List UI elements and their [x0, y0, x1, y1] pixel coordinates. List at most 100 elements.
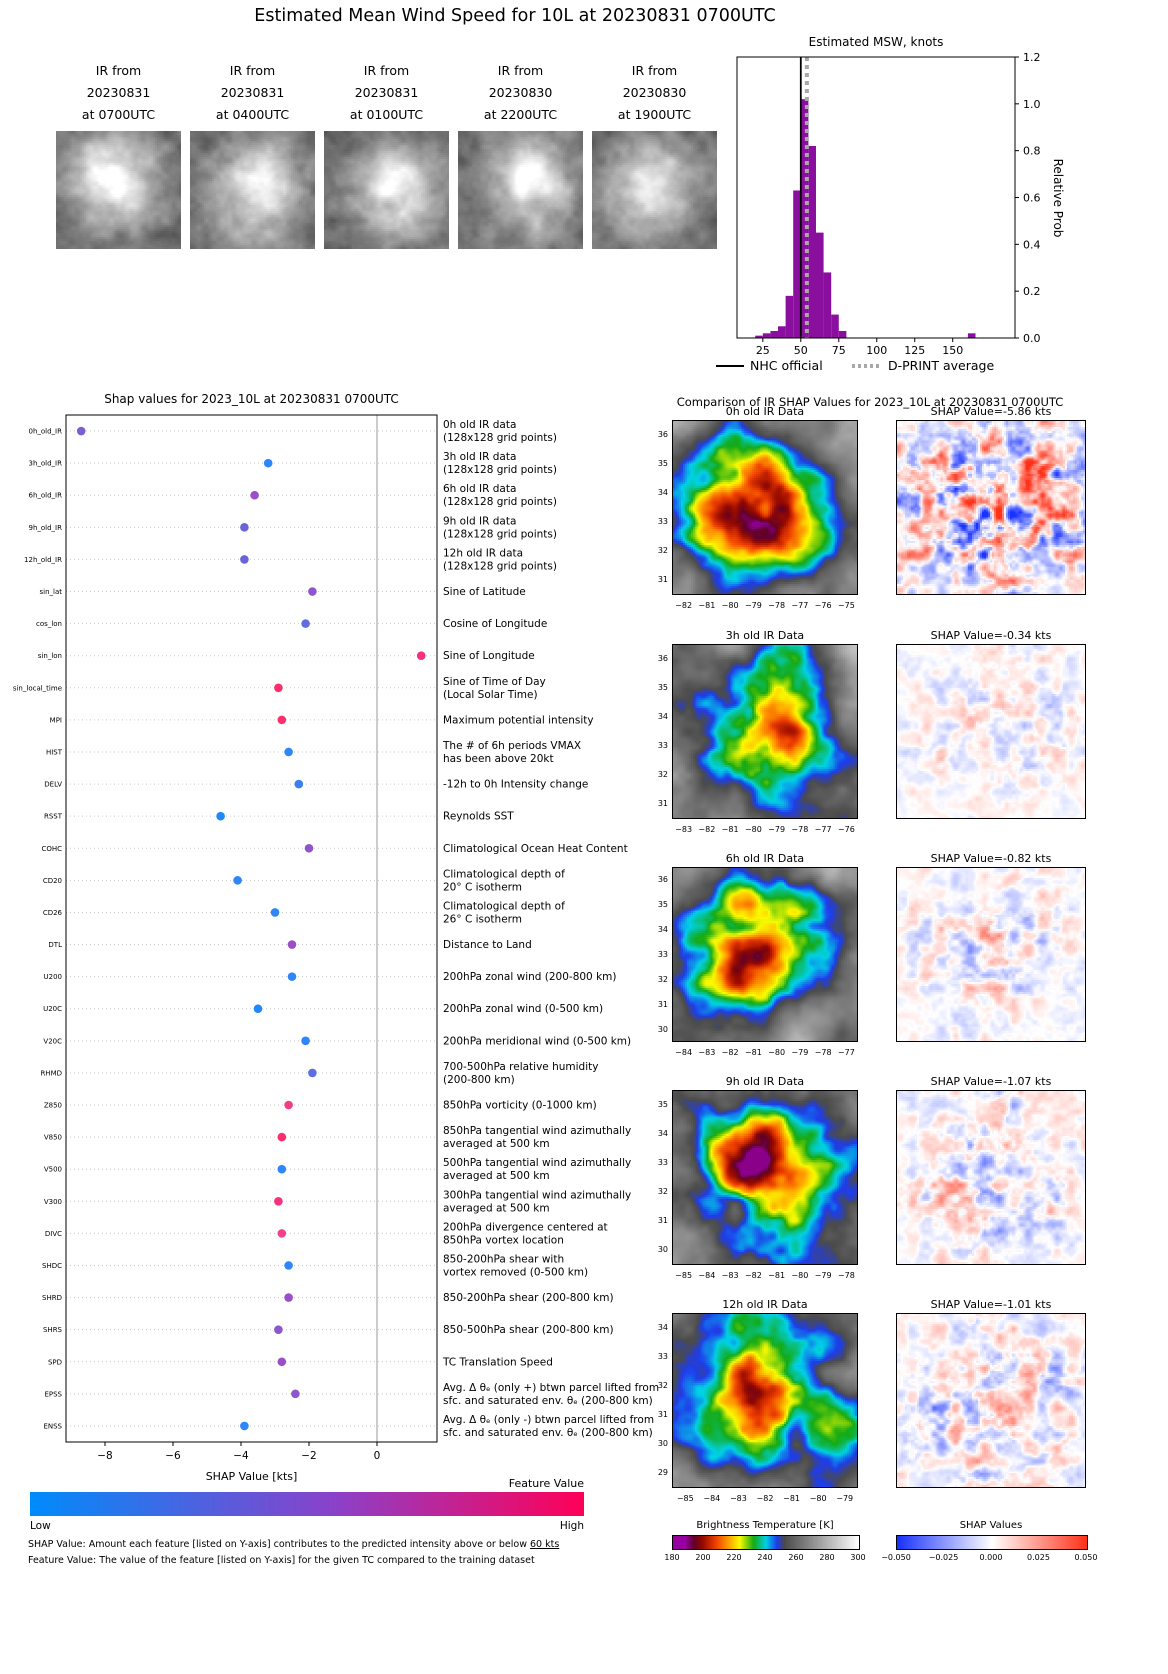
shap-cb-tick-label: 0.050: [1074, 1553, 1098, 1562]
lon-tick-label: −82: [698, 825, 716, 834]
lon-tick-label: −83: [729, 1494, 747, 1503]
lon-tick-label: −81: [698, 601, 716, 610]
comparison-title: Comparison of IR SHAP Values for 2023_10…: [676, 395, 1064, 409]
msw-histogram: Estimated MSW, knots 25 50 75 100 125 150 0.0 0.…: [716, 35, 1065, 373]
histogram-bar: [762, 333, 771, 338]
histogram-bar: [800, 99, 809, 339]
lon-tick-label: −76: [837, 825, 855, 834]
feature-description: Avg. Δ θₑ (only +) btwn parcel lifted fr…: [443, 1382, 659, 1407]
shap-values-image: [896, 644, 1086, 819]
shap-plot-title: Shap values for 2023_10L at 20230831 070…: [104, 392, 399, 406]
lat-tick-label: 34: [657, 924, 668, 934]
shap-dot: [294, 779, 304, 789]
x-tick-label: 100: [866, 344, 887, 357]
shap-dot: [301, 1036, 310, 1046]
lat-tick-label: 32: [657, 546, 668, 556]
shap-cb-tick-label: −0.050: [881, 1553, 911, 1562]
feature-description: 850-200hPa shear (200-800 km): [443, 1292, 614, 1304]
x-tick-label: 75: [832, 344, 846, 357]
feature-value-colorbar: [30, 1492, 584, 1516]
feature-description: Distance to Land: [443, 939, 532, 951]
lat-tick-label: 32: [657, 770, 668, 780]
lon-tick-label: −84: [698, 1271, 716, 1280]
feature-name-label: DTL: [48, 941, 62, 949]
shap-dot: [291, 1389, 300, 1399]
lon-tick-label: −80: [791, 1271, 809, 1280]
lon-tick-label: −85: [675, 1271, 693, 1280]
y-axis-label: Relative Prob: [1051, 159, 1065, 238]
ir-thumbnail-label: IR from 20230831 at 0700UTC: [81, 63, 156, 122]
shap-plot-spines: [65, 414, 438, 1443]
feature-name-label: sin_lon: [38, 652, 62, 660]
feature-name-label: 0h_old_IR: [29, 428, 63, 436]
feature-value-low-label: Low: [30, 1520, 51, 1532]
feature-name-label: sin_lat: [39, 588, 62, 596]
lon-tick-label: −80: [768, 1048, 786, 1057]
ir-data-title: 12h old IR Data: [722, 1298, 808, 1311]
histogram-bar: [755, 335, 763, 338]
feature-name-label: SPD: [48, 1358, 62, 1366]
lat-tick-label: 34: [657, 487, 668, 497]
histogram-bar: [785, 295, 794, 338]
feature-name-label: cos_lon: [36, 620, 62, 628]
feature-name-label: DIVC: [45, 1230, 62, 1238]
x-tick-label: 0: [374, 1450, 381, 1462]
lat-tick-label: 30: [657, 1439, 668, 1449]
lat-tick-label: 34: [657, 711, 668, 721]
shap-value-title: SHAP Value=-1.07 kts: [930, 1075, 1052, 1088]
shap-dot: [253, 1004, 263, 1014]
lon-tick-label: −83: [675, 825, 693, 834]
x-tick-label: −6: [165, 1450, 181, 1462]
lon-tick-label: −77: [837, 1048, 855, 1057]
feature-description: Sine of Longitude: [443, 650, 535, 662]
feature-description: Cosine of Longitude: [443, 618, 547, 630]
lon-tick-label: −81: [783, 1494, 800, 1503]
shap-cb-tick-label: −0.025: [928, 1553, 959, 1562]
lat-tick-label: 34: [657, 1128, 668, 1138]
shap-dot: [284, 1100, 293, 1110]
feature-description: 9h old IR data (128x128 grid points): [443, 515, 557, 540]
lat-tick-label: 32: [657, 1187, 668, 1197]
shap-dot: [274, 1325, 283, 1334]
feature-description: 850hPa tangential wind azimuthally averag…: [443, 1125, 631, 1150]
ir-thumbnail: IR from 20230831 at 0700UTC: [56, 60, 181, 249]
ir-data-image: [672, 1090, 858, 1265]
ir-satellite-image: [324, 130, 449, 249]
ir-thumbnail: IR from 20230831 at 0100UTC: [324, 60, 449, 249]
feature-value-footnote: Feature Value: The value of the feature …: [28, 1555, 535, 1566]
lon-tick-label: −81: [744, 1048, 762, 1057]
bt-tick-label: 180: [664, 1553, 680, 1562]
shap-values-image: [896, 1313, 1086, 1488]
lon-tick-label: −80: [809, 1494, 827, 1503]
lon-tick-label: −80: [721, 601, 739, 610]
shap-dot: [301, 619, 310, 628]
y-tick-label: 0.4: [1023, 238, 1041, 251]
shap-dot: [287, 940, 297, 949]
shap-dot: [277, 1229, 287, 1238]
feature-name-label: 12h_old_IR: [24, 556, 62, 564]
feature-name-label: SHRD: [42, 1294, 62, 1302]
shap-values-image: [896, 867, 1086, 1042]
lat-tick-label: 33: [657, 517, 668, 527]
ir-shap-comparison: Comparison of IR SHAP Values for 2023_10…: [658, 390, 1168, 1674]
lat-tick-label: 32: [657, 1380, 668, 1390]
shap-dot: [233, 876, 242, 885]
figure-title: Estimated Mean Wind Speed for 10L at 202…: [254, 6, 776, 26]
feature-name-label: V300: [44, 1198, 62, 1206]
ir-data-image: [672, 1313, 858, 1488]
lat-tick-label: 32: [657, 974, 668, 984]
lat-tick-label: 31: [657, 799, 668, 809]
histogram-bars: [755, 99, 976, 339]
feature-name-label: 6h_old_IR: [29, 492, 63, 500]
lon-tick-label: −75: [837, 601, 855, 610]
feature-name-label: CD20: [43, 877, 62, 885]
lon-tick-label: −76: [814, 601, 832, 610]
feature-name-label: V500: [44, 1166, 62, 1174]
bt-tick-label: 200: [695, 1553, 711, 1562]
feature-description: 200hPa zonal wind (0-500 km): [443, 1003, 603, 1015]
feature-name-label: Z850: [44, 1102, 62, 1110]
x-tick-label: −8: [97, 1450, 112, 1462]
feature-description: 850hPa vorticity (0-1000 km): [443, 1100, 597, 1112]
feature-name-label: sin_local_time: [13, 684, 62, 692]
